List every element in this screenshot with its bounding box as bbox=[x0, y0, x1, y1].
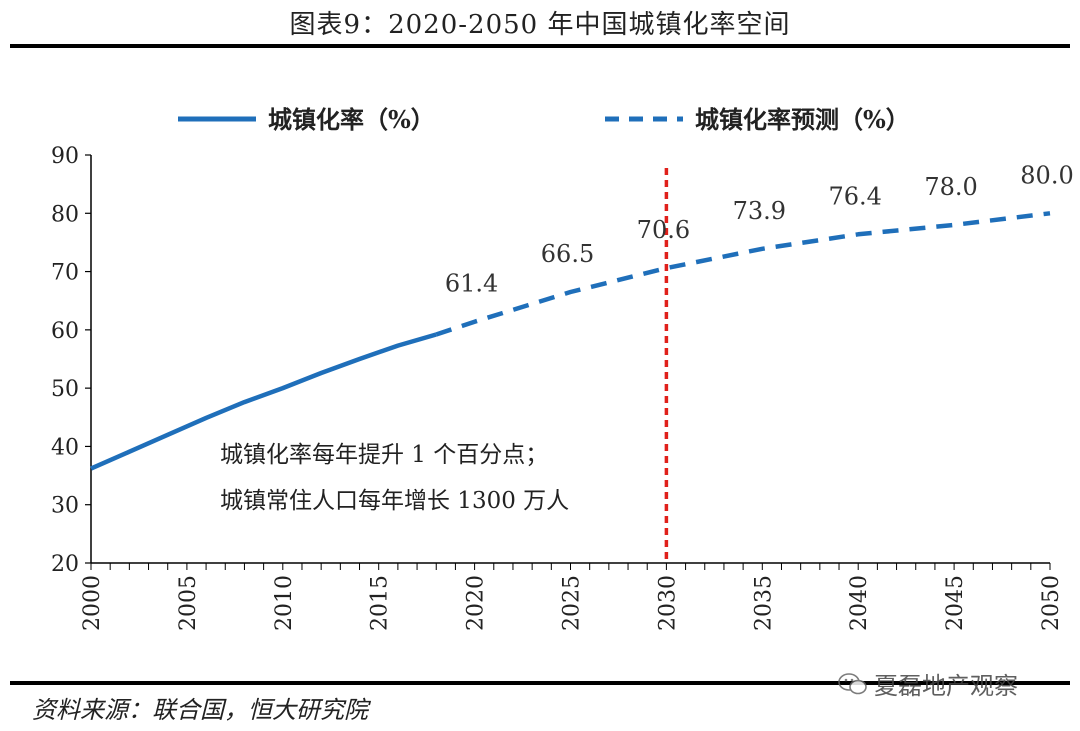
annotation-text: 城镇常住人口每年增长 1300 万人 bbox=[220, 488, 569, 514]
series-layer bbox=[90, 168, 1051, 563]
x-tick-label: 2020 bbox=[464, 575, 489, 631]
wechat-icon bbox=[838, 671, 868, 703]
x-tick-label: 2005 bbox=[176, 575, 201, 631]
y-tick-label: 60 bbox=[51, 319, 79, 344]
legend-label: 城镇化率预测（%） bbox=[695, 105, 910, 134]
chart-legend: 城镇化率（%） 城镇化率预测（%） bbox=[178, 105, 910, 134]
x-tick-label: 2015 bbox=[368, 575, 393, 631]
bottom-rule bbox=[10, 681, 1070, 685]
x-tick-label: 2040 bbox=[847, 575, 872, 631]
y-tick-label: 30 bbox=[51, 494, 79, 519]
data-label: 66.5 bbox=[541, 240, 594, 268]
x-tick-label: 2000 bbox=[80, 575, 105, 631]
data-label: 76.4 bbox=[828, 182, 881, 210]
y-tick-label: 20 bbox=[51, 552, 79, 577]
y-tick-label: 70 bbox=[51, 261, 79, 286]
data-label: 73.9 bbox=[733, 197, 786, 225]
y-tick-label: 90 bbox=[51, 144, 79, 169]
data-label: 70.6 bbox=[637, 216, 690, 244]
data-label: 80.0 bbox=[1020, 161, 1073, 189]
watermark: 夏磊地产观察 bbox=[838, 666, 1018, 703]
forecast-series-line bbox=[435, 211, 1051, 337]
annotation-text: 城镇化率每年提升 1 个百分点； bbox=[220, 442, 548, 468]
data-label: 78.0 bbox=[924, 173, 977, 201]
data-label: 61.4 bbox=[445, 270, 498, 298]
x-tick-label: 2025 bbox=[560, 575, 585, 631]
chart-annotations: 城镇化率每年提升 1 个百分点； 城镇常住人口每年增长 1300 万人 bbox=[220, 442, 569, 514]
x-tick-label: 2035 bbox=[751, 575, 776, 631]
top-rule bbox=[10, 44, 1070, 48]
y-tick-label: 80 bbox=[51, 202, 79, 227]
source-note: 资料来源：联合国，恒大研究院 bbox=[32, 696, 368, 724]
x-tick-label: 2050 bbox=[1039, 575, 1064, 631]
x-tick-label: 2030 bbox=[655, 575, 680, 631]
data-labels: 61.4 66.5 70.6 73.9 76.4 78.0 80.0 bbox=[445, 161, 1074, 297]
x-tick-label: 2010 bbox=[272, 575, 297, 631]
legend-label: 城镇化率（%） bbox=[268, 105, 435, 134]
y-tick-label: 50 bbox=[51, 377, 79, 402]
actual-series-line bbox=[90, 332, 437, 471]
watermark-text: 夏磊地产观察 bbox=[874, 672, 1018, 700]
x-tick-label: 2045 bbox=[943, 575, 968, 631]
chart-title: 图表9：2020-2050 年中国城镇化率空间 bbox=[289, 10, 791, 40]
y-tick-label: 40 bbox=[51, 435, 79, 460]
